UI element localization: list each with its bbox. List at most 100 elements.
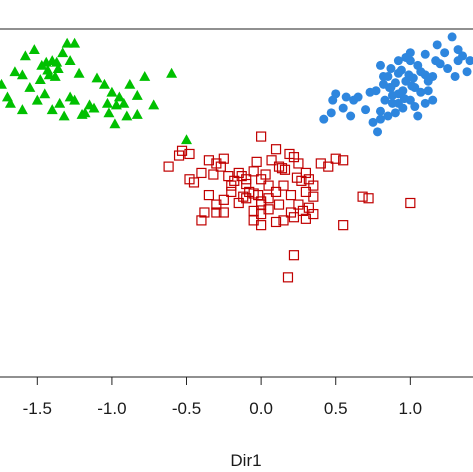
data-point-s0-p9 — [61, 37, 73, 48]
data-point-s0-p2 — [28, 44, 40, 54]
data-point-s1-p2 — [176, 145, 188, 156]
data-point-s1-p36 — [315, 158, 326, 169]
data-point-s1-p51 — [285, 189, 297, 201]
data-point-s1-p82 — [300, 213, 311, 224]
data-point-s2-p57 — [453, 56, 463, 66]
data-point-s2-p34 — [443, 64, 453, 74]
data-point-s0-p31 — [139, 70, 151, 81]
data-point-s0-p16 — [46, 104, 58, 115]
data-point-s2-p51 — [386, 64, 396, 74]
data-point-s2-p36 — [450, 71, 460, 81]
data-point-s1-p73 — [357, 191, 368, 202]
data-point-s1-p22 — [260, 169, 271, 180]
data-point-s0-p29 — [124, 78, 136, 89]
plot-frame — [0, 28, 473, 378]
data-point-s2-p12 — [375, 106, 385, 116]
data-point-s0-p33 — [166, 67, 178, 78]
x-tick-label-0: -1.5 — [23, 399, 52, 418]
data-point-s1-p37 — [323, 161, 334, 172]
data-point-s0-p38 — [79, 107, 91, 118]
data-point-s1-p7 — [203, 155, 214, 166]
data-point-s2-p9 — [361, 105, 371, 115]
data-point-s2-p62 — [407, 81, 417, 91]
data-point-s1-p26 — [273, 161, 285, 172]
data-point-s1-p20 — [251, 156, 262, 167]
data-point-s1-p6 — [196, 167, 207, 179]
data-point-s1-p60 — [263, 204, 274, 215]
data-point-s2-p60 — [387, 90, 397, 100]
data-point-s2-p21 — [398, 86, 408, 96]
data-point-s2-p54 — [405, 48, 415, 58]
data-point-s2-p50 — [378, 71, 388, 81]
data-point-s2-p55 — [420, 49, 430, 59]
data-point-s1-p49 — [270, 186, 282, 198]
data-point-s0-p20 — [69, 94, 81, 105]
data-point-s0-p37 — [88, 102, 100, 113]
data-point-s2-p37 — [453, 45, 463, 55]
data-point-s1-p83 — [256, 196, 267, 207]
x-tick-label-4: 0.5 — [324, 399, 348, 418]
data-point-s0-p41 — [51, 56, 63, 67]
data-point-s1-p71 — [288, 212, 300, 223]
data-point-s1-p43 — [226, 186, 237, 198]
data-point-s1-p38 — [330, 153, 341, 164]
data-point-s1-p27 — [276, 163, 288, 174]
data-point-s2-p59 — [393, 68, 403, 78]
x-axis: -1.5 -1.0 -0.5 0.0 0.5 1.0 — [23, 377, 422, 418]
data-point-s0-p12 — [73, 67, 85, 78]
data-point-s1-p72 — [238, 191, 249, 202]
data-point-s2-p3 — [331, 89, 341, 99]
data-point-s0-p27 — [113, 91, 125, 102]
data-point-s1-p28 — [279, 164, 291, 175]
data-point-s0-p28 — [118, 97, 130, 108]
data-point-s1-p69 — [270, 216, 282, 228]
data-point-s2-p8 — [353, 92, 363, 102]
data-point-s2-p32 — [435, 59, 445, 69]
data-point-s2-p44 — [383, 111, 393, 121]
data-point-s2-p64 — [410, 102, 420, 112]
data-point-s1-p25 — [270, 144, 282, 155]
data-point-s2-p33 — [440, 48, 450, 58]
x-tick-label-2: -0.5 — [172, 399, 201, 418]
data-point-s0-p36 — [103, 107, 115, 118]
data-point-s0-p25 — [106, 86, 118, 97]
data-point-s0-p0 — [9, 66, 21, 77]
data-point-s0-p10 — [64, 55, 76, 66]
data-point-s0-p14 — [31, 94, 43, 105]
data-point-s1-p8 — [208, 169, 219, 180]
x-tick-label-3: 0.0 — [249, 399, 273, 418]
data-point-s2-p49 — [420, 98, 430, 108]
data-point-s0-p6 — [49, 70, 61, 81]
data-point-s1-p84 — [256, 131, 267, 142]
data-point-s1-p70 — [278, 215, 289, 226]
data-point-s0-p32 — [148, 99, 160, 110]
data-point-s1-p50 — [278, 180, 289, 191]
data-point-s1-p10 — [215, 161, 226, 172]
data-point-s1-p11 — [218, 153, 229, 164]
data-point-s1-p56 — [211, 207, 222, 218]
data-point-s2-p58 — [375, 60, 385, 70]
data-point-s2-p63 — [416, 87, 426, 97]
data-point-s2-p52 — [393, 56, 403, 66]
points-layer — [0, 32, 473, 283]
data-point-s1-p66 — [196, 215, 207, 226]
data-point-s2-p66 — [428, 95, 438, 105]
x-axis-label: Dir1 — [230, 451, 261, 470]
data-point-s1-p57 — [218, 207, 229, 218]
data-point-s1-p5 — [188, 177, 200, 188]
data-point-s0-p49 — [16, 69, 28, 80]
data-point-s2-p69 — [393, 98, 403, 108]
data-point-s1-p81 — [253, 189, 264, 201]
data-point-s2-p6 — [346, 111, 356, 121]
data-point-s0-p15 — [39, 88, 51, 99]
data-point-s0-p1 — [19, 50, 31, 61]
data-point-s2-p35 — [447, 32, 457, 42]
data-point-s0-p8 — [57, 47, 69, 58]
data-point-s1-p31 — [293, 158, 304, 169]
data-point-s1-p75 — [405, 197, 416, 209]
data-point-s2-p39 — [462, 67, 472, 77]
data-point-s2-p43 — [375, 114, 385, 124]
data-point-s1-p3 — [184, 148, 195, 160]
data-point-s1-p0 — [163, 161, 174, 172]
